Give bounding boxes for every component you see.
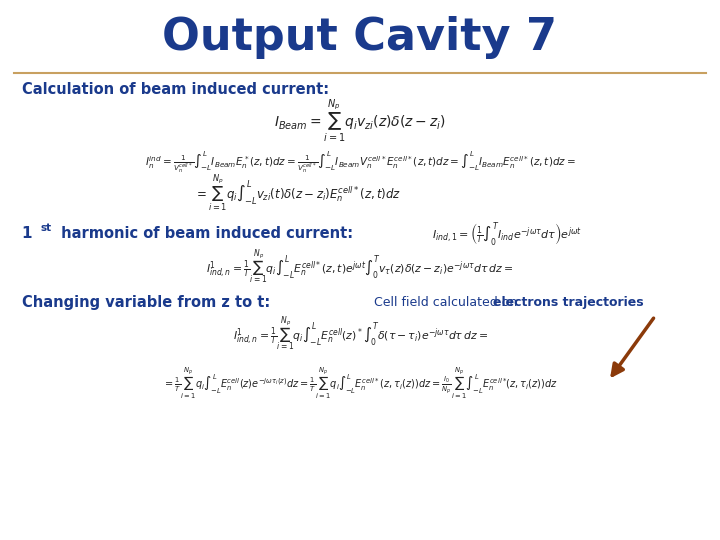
Text: Calculation of beam induced current:: Calculation of beam induced current: (22, 82, 329, 97)
Text: 1: 1 (22, 226, 32, 241)
Text: Cell field calculated on: Cell field calculated on (374, 296, 522, 309)
Text: $= \sum_{i=1}^{N_p} q_i \int_{-L}^{L} v_{zi}(t)\delta(z - z_i)E_n^{cell*}(z,t)dz: $= \sum_{i=1}^{N_p} q_i \int_{-L}^{L} v_… (194, 173, 402, 214)
Text: $= \frac{1}{T}\sum_{i=1}^{N_p} q_i \int_{-L}^{L} E_n^{cell}(z)e^{-j\omega\tau_i(: $= \frac{1}{T}\sum_{i=1}^{N_p} q_i \int_… (163, 366, 557, 401)
Text: Changing variable from z to t:: Changing variable from z to t: (22, 295, 270, 310)
Text: $I_{ind,n}^1 = \frac{1}{T}\sum_{i=1}^{N_p} q_i \int_{-L}^{L} E_n^{cell*}(z,t)e^{: $I_{ind,n}^1 = \frac{1}{T}\sum_{i=1}^{N_… (207, 248, 513, 287)
Text: electrons trajectories: electrons trajectories (493, 296, 644, 309)
Text: $I_n^{ind} = \frac{1}{V_n^{cell*}} \int_{-L}^{L} I_{Beam}E_n^*(z,t)dz = \frac{1}: $I_n^{ind} = \frac{1}{V_n^{cell*}} \int_… (145, 149, 575, 175)
Text: $I_{ind,1} = \left(\frac{1}{T}\int_0^T I_{ind}e^{-j\omega\tau}d\tau\right)e^{j\o: $I_{ind,1} = \left(\frac{1}{T}\int_0^T I… (432, 220, 582, 248)
Text: $I_{ind,n}^1 = \frac{1}{T}\sum_{i=1}^{N_p} q_i \int_{-L}^{L} E_n^{cell}(z)^* \in: $I_{ind,n}^1 = \frac{1}{T}\sum_{i=1}^{N_… (233, 315, 487, 354)
Text: Output Cavity 7: Output Cavity 7 (163, 16, 557, 59)
Text: $I_{Beam} = \sum_{i=1}^{N_p} q_i v_{zi}(z)\delta(z - z_i)$: $I_{Beam} = \sum_{i=1}^{N_p} q_i v_{zi}(… (274, 98, 446, 145)
Text: harmonic of beam induced current:: harmonic of beam induced current: (56, 226, 354, 241)
Text: st: st (40, 223, 51, 233)
